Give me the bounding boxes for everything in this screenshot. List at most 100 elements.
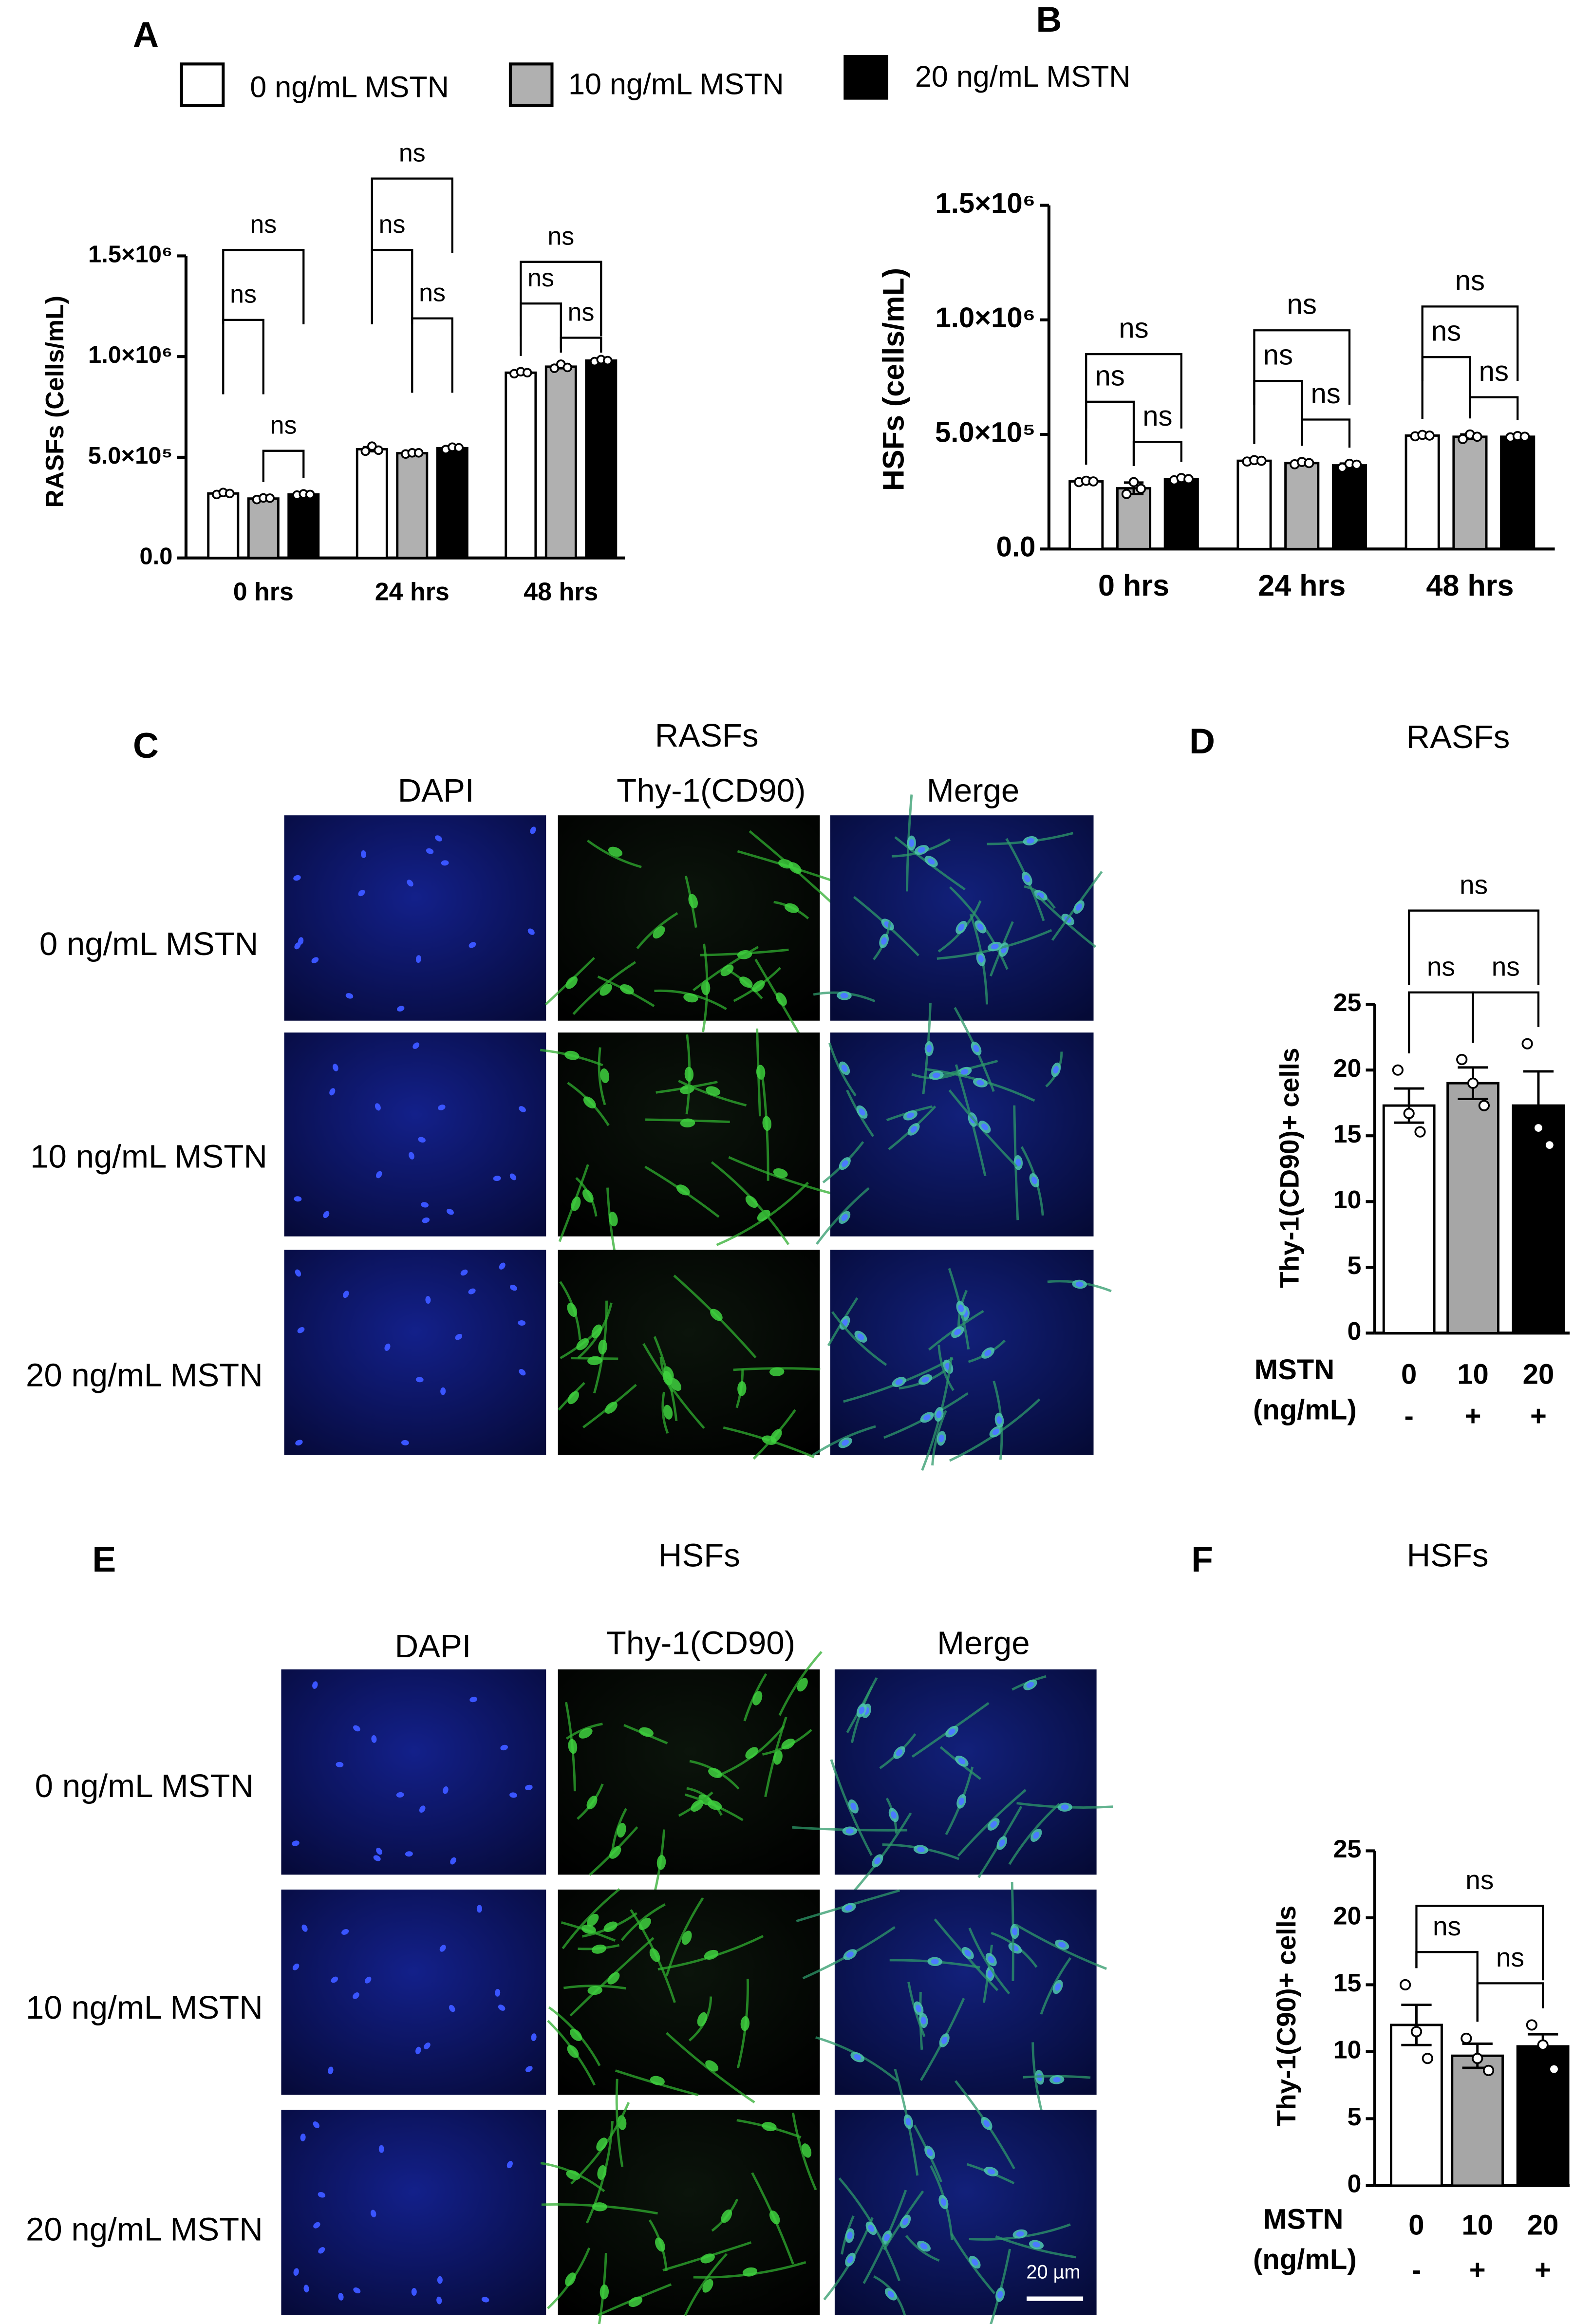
nucleus [854,2054,862,2061]
cell-body [656,1855,666,1870]
significance-bracket [1476,1982,1544,2022]
cell-body [619,984,634,994]
nucleus [840,993,848,998]
treatment-label: + [1469,2254,1486,2286]
nucleus [896,1749,903,1756]
y-tick-label: 20 [1333,1902,1362,1930]
data-point [522,368,532,378]
column-label: DAPI [398,772,474,809]
nucleus [341,1929,349,1935]
cell-body [663,1405,673,1420]
data-point [1403,1107,1415,1119]
cell-body [599,2284,609,2300]
significance-label: ns [1287,289,1317,320]
cell-body [570,2028,582,2042]
nucleus [510,1285,517,1291]
cell-body [700,2253,715,2264]
bar [1236,459,1272,550]
significance-bracket [1469,396,1519,420]
nucleus [435,835,442,842]
cell-body [576,1338,589,1350]
cell-body [608,846,623,857]
cell-body [757,1210,770,1221]
nucleus [1033,1832,1040,1839]
x-tick-label: 20 [1527,2210,1559,2241]
nucleus [343,1291,349,1298]
bar [1116,487,1152,550]
bar [1331,464,1367,550]
cell-body [740,2016,750,2031]
significance-bracket [1415,1951,1479,2022]
cell-body [653,926,665,939]
nucleus [842,1440,849,1446]
data-point [1544,1139,1555,1151]
nucleus [958,1798,964,1805]
cell-body [650,2076,665,2085]
data-point [1458,434,1468,444]
bar [585,359,618,560]
cell-body [617,1822,626,1838]
data-point [1422,2053,1433,2064]
nucleus [1026,838,1034,844]
cell-body [571,1196,581,1211]
significance-bracket [1472,991,1540,1043]
y-axis-label: Thy-1(CD90)+ cells [1274,1048,1304,1288]
nucleus [295,1440,303,1446]
nucleus [506,2161,513,2169]
significance-bracket [1085,400,1135,466]
cell-body [773,1168,788,1178]
x-tick-label: 0 hrs [1098,569,1169,602]
nucleus [318,2192,326,2198]
cell-body [582,1189,594,1203]
nucleus [300,2133,306,2141]
cell-body [581,1924,596,1934]
nucleus [407,880,413,887]
nucleus [895,1379,903,1385]
row-label: 10 ng/mL MSTN [30,1139,267,1175]
cell-process [791,2112,817,2191]
panel-label: B [1036,0,1062,39]
y-tick-label: 15 [1333,1969,1362,1997]
bar [396,452,429,560]
cell-process [1008,1802,1061,1865]
cell-body [586,1796,598,1810]
cell-process [563,1985,626,1990]
nucleus [481,2297,489,2303]
data-point [360,446,371,456]
nucleus [981,1123,988,1130]
nucleus [375,1103,381,1111]
significance-label: ns [568,298,595,326]
cell-body [707,1800,722,1810]
treatment-label: + [1535,2254,1551,2286]
significance-label: ns [270,412,297,440]
y-axis-label: HSFs (cells/mL) [877,268,910,491]
nucleus [500,1744,508,1751]
micrograph [547,1888,820,2103]
nucleus [1024,875,1030,882]
x-tick-label: 20 [1523,1358,1555,1390]
significance-bracket [560,337,602,353]
bar [1512,1104,1565,1334]
nucleus [519,1369,526,1376]
micrograph [284,815,546,1021]
nucleus [415,2046,421,2055]
cell-body [596,2137,607,2151]
nucleus [376,1847,382,1855]
cell-body [770,1429,782,1443]
nucleus [977,923,984,931]
legend-label: 10 ng/mL MSTN [568,67,784,100]
nucleus [396,1792,404,1798]
significance-bracket [1253,379,1303,446]
x-tick-label: 48 hrs [1426,569,1514,602]
nucleus [850,1802,857,1810]
nucleus [902,2218,909,2225]
nucleus [318,2247,325,2254]
nucleus [905,2118,911,2126]
nucleus [509,1173,517,1181]
micrograph [558,1651,823,1895]
nucleus [365,1976,372,1984]
x-axis-label: MSTN [1255,1354,1334,1386]
nucleus [1053,2077,1061,2082]
nucleus [436,2296,442,2305]
micrograph-background [284,815,546,1021]
